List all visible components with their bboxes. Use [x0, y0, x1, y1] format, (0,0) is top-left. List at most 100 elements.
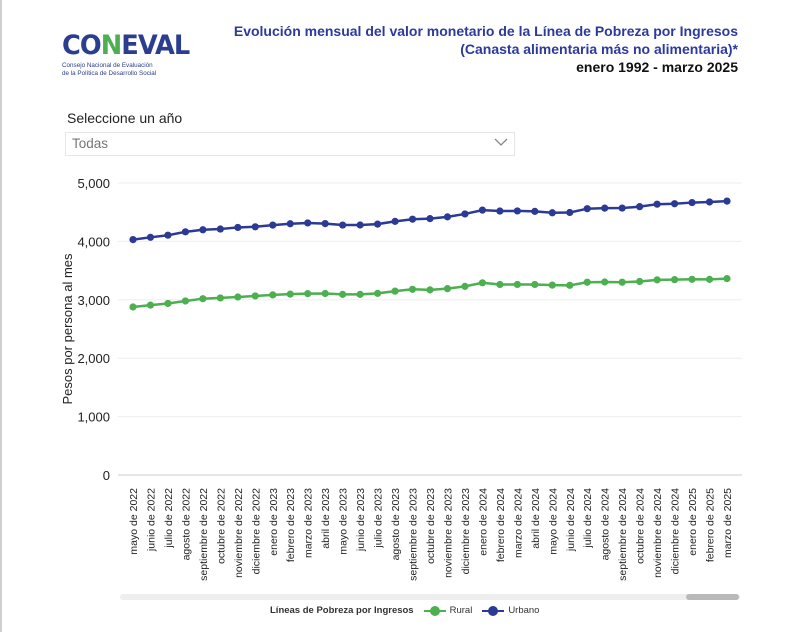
data-point-rural — [199, 295, 207, 303]
data-point-rural — [304, 290, 312, 298]
x-tick-label: diciembre de 2022 — [250, 488, 262, 575]
data-point-urbano — [164, 231, 172, 239]
data-point-rural — [618, 278, 626, 286]
x-tick-label: mayo de 2023 — [338, 488, 350, 555]
x-tick-label: noviembre de 2023 — [442, 488, 454, 578]
data-point-urbano — [339, 221, 347, 229]
x-tick-label: junio de 2023 — [355, 488, 367, 552]
x-tick-label: septiembre de 2023 — [408, 488, 420, 581]
data-point-urbano — [443, 213, 452, 221]
logo-wordmark: CONEVAL — [62, 30, 190, 61]
data-point-rural — [426, 286, 434, 294]
data-point-rural — [146, 301, 155, 309]
x-tick-label: junio de 2022 — [145, 488, 157, 552]
data-point-rural — [513, 280, 521, 289]
y-tick-label: 1,000 — [77, 410, 110, 425]
data-point-urbano — [426, 215, 434, 223]
data-point-urbano — [408, 215, 417, 223]
chart-title: Evolución mensual del valor monetario de… — [234, 22, 738, 76]
x-tick-label: octubre de 2022 — [215, 488, 227, 564]
data-point-rural — [601, 278, 609, 286]
title-line-1: Evolución mensual del valor monetario de… — [233, 23, 738, 39]
title-line-2: (Canasta alimentaria más no alimentaria)… — [460, 41, 738, 57]
data-point-rural — [181, 297, 190, 305]
chevron-down-icon — [494, 138, 508, 146]
x-tick-label: febrero de 2024 — [495, 488, 507, 562]
y-tick-label: 2,000 — [77, 351, 110, 366]
x-tick-label: mayo de 2024 — [547, 488, 559, 555]
logo-subtitle-2: de la Política de Desarrollo Social — [62, 70, 157, 77]
x-tick-label: febrero de 2023 — [285, 488, 297, 562]
y-tick-label: 0 — [103, 468, 110, 483]
x-tick-label: noviembre de 2022 — [233, 488, 245, 578]
x-tick-label: marzo de 2023 — [303, 488, 315, 558]
x-tick-label: mayo de 2022 — [128, 488, 140, 555]
y-axis-label: Pesos por persona al mes — [60, 253, 75, 405]
y-tick-label: 4,000 — [77, 234, 110, 249]
data-point-urbano — [129, 235, 137, 244]
data-point-urbano — [391, 217, 399, 225]
x-tick-label: enero de 2025 — [687, 488, 699, 556]
x-tick-label: marzo de 2025 — [722, 488, 734, 558]
legend: Líneas de Pobreza por Ingresos Rural Urb… — [270, 605, 539, 616]
data-point-urbano — [583, 205, 591, 213]
data-point-urbano — [478, 206, 487, 214]
data-point-rural — [216, 294, 224, 302]
data-point-rural — [129, 303, 137, 311]
data-point-rural — [269, 291, 277, 299]
x-tick-label: noviembre de 2024 — [652, 488, 664, 578]
logo-subtitle-1: Consejo Nacional de Evaluación — [62, 62, 153, 69]
data-point-rural — [531, 280, 539, 289]
x-tick-label: julio de 2023 — [373, 488, 385, 549]
data-point-urbano — [321, 219, 329, 228]
data-point-urbano — [548, 209, 556, 217]
chart-scrollbar[interactable] — [120, 594, 740, 600]
year-select-label: Seleccione un año — [67, 110, 183, 126]
data-point-urbano — [304, 219, 312, 227]
scrollbar-thumb[interactable] — [686, 594, 739, 600]
data-point-rural — [356, 290, 364, 298]
legend-title: Líneas de Pobreza por Ingresos — [270, 605, 414, 616]
legend-urbano-marker — [482, 605, 505, 616]
x-tick-label: julio de 2022 — [163, 488, 175, 549]
x-tick-label: septiembre de 2024 — [617, 488, 629, 581]
legend-urbano[interactable]: Urbano — [508, 605, 540, 616]
data-point-urbano — [618, 204, 626, 212]
legend-rural[interactable]: Rural — [449, 605, 473, 616]
data-point-urbano — [216, 225, 224, 233]
data-point-rural — [653, 276, 661, 284]
data-point-rural — [548, 281, 556, 289]
x-tick-label: agosto de 2022 — [180, 488, 192, 561]
data-point-rural — [705, 275, 714, 283]
data-point-rural — [251, 292, 259, 300]
data-point-rural — [496, 280, 504, 289]
year-select[interactable]: Todas — [65, 132, 515, 156]
data-point-urbano — [269, 221, 277, 229]
x-tick-label: septiembre de 2022 — [198, 488, 210, 581]
data-point-urbano — [496, 207, 504, 215]
data-point-urbano — [251, 223, 259, 231]
data-point-rural — [373, 289, 382, 297]
x-tick-label: diciembre de 2024 — [670, 488, 682, 575]
x-tick-label: octubre de 2023 — [425, 488, 437, 564]
x-tick-label: octubre de 2024 — [635, 488, 647, 564]
data-point-urbano — [723, 197, 731, 205]
data-point-rural — [688, 275, 696, 283]
legend-rural-marker — [423, 605, 446, 616]
data-point-rural — [461, 282, 469, 290]
x-tick-label: enero de 2024 — [477, 488, 489, 556]
data-point-rural — [636, 277, 644, 286]
data-point-urbano — [653, 200, 661, 208]
data-point-rural — [723, 275, 731, 283]
data-point-rural — [408, 285, 417, 293]
data-point-urbano — [705, 198, 714, 206]
y-tick-label: 5,000 — [77, 176, 110, 191]
y-tick-label: 3,000 — [77, 293, 110, 308]
data-point-urbano — [688, 198, 696, 207]
data-point-urbano — [199, 226, 207, 234]
data-point-rural — [670, 276, 679, 284]
coneval-logo: CONEVAL Consejo Nacional de Evaluación d… — [62, 32, 196, 78]
x-tick-label: julio de 2024 — [582, 488, 594, 549]
data-point-rural — [321, 289, 329, 298]
data-point-rural — [478, 279, 487, 287]
